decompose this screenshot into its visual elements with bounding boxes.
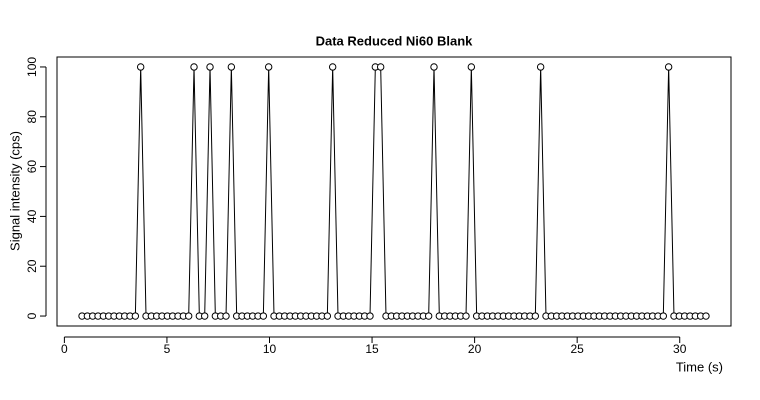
chart-title: Data Reduced Ni60 Blank xyxy=(316,33,474,48)
data-point xyxy=(536,63,545,71)
data-point xyxy=(206,63,214,71)
x-tick-label: 0 xyxy=(61,342,68,356)
data-point xyxy=(200,312,209,320)
data-point xyxy=(222,312,230,320)
data-point xyxy=(136,63,145,71)
y-tick-label: 60 xyxy=(25,160,39,174)
x-tick-label: 25 xyxy=(570,342,584,356)
data-point xyxy=(227,63,236,71)
data-point xyxy=(131,312,140,320)
data-point xyxy=(467,63,476,71)
x-tick-label: 15 xyxy=(365,342,379,356)
x-tick-label: 5 xyxy=(164,342,171,356)
y-tick-label: 0 xyxy=(25,312,39,319)
data-point xyxy=(366,312,374,320)
data-point xyxy=(190,63,198,71)
plot-frame xyxy=(56,56,732,327)
y-tick-label: 40 xyxy=(25,209,39,223)
y-tick-label: 80 xyxy=(25,110,39,124)
data-point xyxy=(659,312,668,320)
data-point xyxy=(376,63,385,71)
data-point xyxy=(184,312,193,320)
data-point xyxy=(328,63,337,71)
x-tick-label: 10 xyxy=(263,342,277,356)
x-tick-label: 30 xyxy=(673,342,687,356)
data-point xyxy=(264,63,273,71)
y-tick-label: 20 xyxy=(25,259,39,273)
data-point xyxy=(531,312,540,320)
data-point xyxy=(259,312,268,320)
data-point xyxy=(430,63,438,71)
x-axis-label: Time (s) xyxy=(676,359,723,374)
data-point xyxy=(664,63,673,71)
data-point xyxy=(424,312,433,320)
y-tick-label: 100 xyxy=(25,57,39,77)
data-point xyxy=(323,312,332,320)
data-point xyxy=(462,312,470,320)
data-point xyxy=(702,312,710,320)
series-line xyxy=(82,66,706,317)
x-tick-label: 20 xyxy=(468,342,482,356)
y-axis-label: Signal intensity (cps) xyxy=(7,131,22,251)
